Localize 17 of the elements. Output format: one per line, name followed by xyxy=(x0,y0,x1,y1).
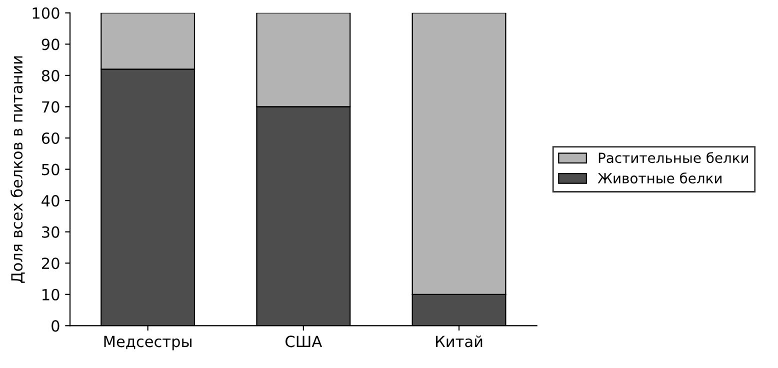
y-tick-label: 10 xyxy=(42,288,60,300)
x-tick-label: США xyxy=(286,336,322,348)
y-tick-label: 20 xyxy=(42,258,60,270)
legend-label: Животные белки xyxy=(598,172,722,184)
y-tick-label: 40 xyxy=(42,195,60,207)
y-tick-label: 80 xyxy=(42,70,60,82)
y-axis-title: Доля всех белков в питании xyxy=(10,56,25,283)
legend-label: Растительные белки xyxy=(598,152,748,164)
y-tick-label: 50 xyxy=(42,164,60,176)
y-tick-label: 30 xyxy=(42,226,60,238)
y-tick-label: 0 xyxy=(52,320,60,332)
x-tick-label: Медсестры xyxy=(104,336,192,350)
y-tick-label: 90 xyxy=(42,38,60,50)
y-tick-label: 60 xyxy=(42,132,60,144)
y-tick-label: 70 xyxy=(42,101,60,113)
y-tick-label: 100 xyxy=(32,7,60,19)
x-tick-label: Китай xyxy=(436,335,482,348)
